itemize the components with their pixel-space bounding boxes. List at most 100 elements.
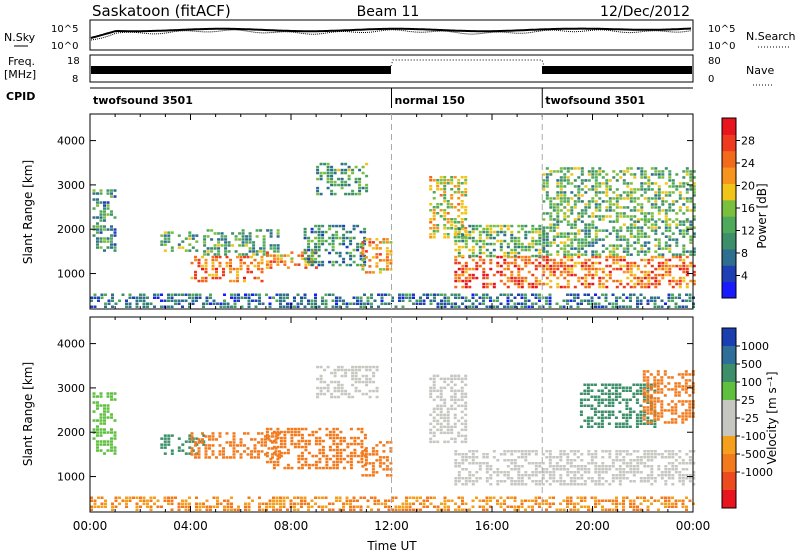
echo-cell xyxy=(194,258,197,262)
echo-cell xyxy=(358,186,362,190)
echo-cell xyxy=(354,377,358,381)
echo-cell xyxy=(580,253,584,256)
echo-cell xyxy=(163,496,167,499)
echo-cell xyxy=(664,471,668,474)
echo-cell xyxy=(363,254,367,258)
echo-cell xyxy=(685,293,688,296)
echo-cell xyxy=(625,465,629,468)
echo-cell xyxy=(671,468,675,471)
echo-cell xyxy=(664,499,667,502)
echo-cell xyxy=(647,197,651,200)
echo-cell xyxy=(538,224,542,228)
echo-cell xyxy=(439,422,443,426)
echo-cell xyxy=(332,442,336,446)
echo-cell xyxy=(682,258,686,262)
echo-cell xyxy=(661,264,665,268)
echo-cell xyxy=(615,197,619,200)
echo-cell xyxy=(351,168,355,172)
echo-cell xyxy=(389,447,393,450)
echo-cell xyxy=(398,293,401,296)
echo-cell xyxy=(482,293,485,296)
echo-cell xyxy=(368,453,372,456)
echo-cell xyxy=(163,249,167,252)
echo-cell xyxy=(559,261,563,265)
echo-cell xyxy=(113,231,117,234)
echo-cell xyxy=(650,197,654,200)
echo-cell xyxy=(531,450,535,453)
echo-cell xyxy=(429,428,433,432)
echo-cell xyxy=(684,415,688,418)
echo-cell xyxy=(300,496,303,499)
echo-cell xyxy=(503,239,507,243)
echo-cell xyxy=(636,276,640,280)
echo-cell xyxy=(443,425,447,429)
echo-cell xyxy=(368,462,372,465)
echo-cell xyxy=(332,466,336,470)
echo-cell xyxy=(583,471,587,474)
echo-cell xyxy=(668,209,672,212)
echo-cell xyxy=(552,197,556,200)
echo-cell xyxy=(267,438,271,441)
echo-cell xyxy=(454,276,458,280)
echo-cell xyxy=(692,279,696,283)
echo-cell xyxy=(601,465,605,468)
echo-cell xyxy=(684,409,688,412)
echo-cell xyxy=(601,305,604,308)
echo-cell xyxy=(453,236,457,239)
echo-cell xyxy=(471,227,475,231)
echo-cell xyxy=(471,459,475,462)
echo-cell xyxy=(460,410,464,414)
echo-cell xyxy=(591,273,595,277)
echo-cell xyxy=(236,273,239,277)
echo-cell xyxy=(354,165,358,169)
colorbar-tick-label: 25 xyxy=(741,394,755,407)
echo-cell xyxy=(103,240,106,243)
echo-cell xyxy=(626,170,630,173)
echo-cell xyxy=(577,191,581,194)
echo-cell xyxy=(272,296,275,299)
echo-cell xyxy=(475,477,479,480)
echo-cell xyxy=(667,468,671,471)
echo-cell xyxy=(385,247,389,250)
echo-cell xyxy=(96,425,99,428)
echo-cell xyxy=(359,245,363,249)
echo-cell xyxy=(371,247,375,250)
echo-cell xyxy=(391,499,394,502)
echo-cell xyxy=(326,174,330,178)
echo-cell xyxy=(211,453,215,456)
echo-cell xyxy=(573,273,577,277)
echo-cell xyxy=(321,496,324,499)
echo-cell xyxy=(286,451,290,455)
echo-cell xyxy=(330,380,334,384)
echo-cell xyxy=(188,434,192,437)
echo-cell xyxy=(563,247,567,250)
echo-cell xyxy=(224,238,228,241)
echo-cell xyxy=(611,480,615,483)
echo-cell xyxy=(446,233,450,236)
echo-cell xyxy=(615,206,619,209)
echo-cell xyxy=(566,453,570,456)
echo-cell xyxy=(163,440,167,443)
echo-cell xyxy=(689,223,693,226)
echo-cell xyxy=(272,257,276,260)
echo-cell xyxy=(225,456,229,459)
echo-cell xyxy=(316,377,320,381)
x-tick-label: 00:00 xyxy=(73,519,108,533)
echo-cell xyxy=(573,474,577,477)
echo-cell xyxy=(100,505,104,508)
echo-cell xyxy=(643,173,647,176)
echo-cell xyxy=(314,242,318,246)
echo-cell xyxy=(429,218,433,221)
echo-cell xyxy=(405,502,408,505)
echo-cell xyxy=(110,446,113,449)
echo-cell xyxy=(552,218,556,221)
echo-cell xyxy=(559,502,562,505)
echo-cell xyxy=(664,496,667,499)
echo-cell xyxy=(594,185,598,188)
echo-cell xyxy=(217,232,221,235)
echo-cell xyxy=(622,305,625,308)
echo-cell xyxy=(685,232,689,235)
echo-cell xyxy=(337,168,341,172)
echo-cell xyxy=(639,392,643,395)
echo-cell xyxy=(352,254,356,258)
